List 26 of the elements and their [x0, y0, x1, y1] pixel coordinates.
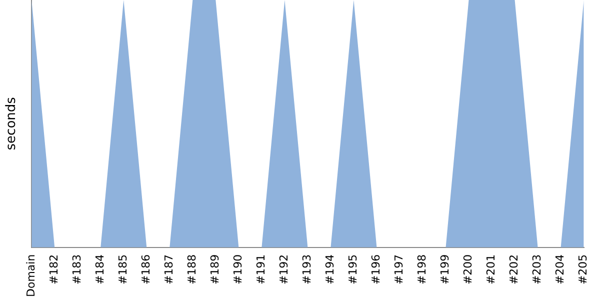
- x-tick-label: #195: [346, 254, 360, 285]
- x-tick-label: #200: [462, 254, 475, 285]
- y-axis-title: seconds: [4, 96, 20, 150]
- x-tick-label: #202: [508, 254, 521, 285]
- x-tick-label: #190: [232, 254, 245, 285]
- x-tick-label: #198: [416, 254, 429, 285]
- x-tick-label: #196: [370, 254, 383, 285]
- x-tick-label: #204: [554, 254, 567, 285]
- x-tick-label: #182: [47, 254, 60, 285]
- x-tick-label: #201: [484, 254, 498, 285]
- x-tick-label: #185: [116, 254, 130, 285]
- x-tick-label: #194: [324, 254, 337, 285]
- x-tick-label: #203: [530, 254, 544, 285]
- x-tick-label: #199: [438, 254, 452, 285]
- x-tick-label: #183: [70, 254, 84, 285]
- x-tick-label: #184: [93, 254, 106, 285]
- x-tick-label: #205: [576, 254, 590, 285]
- x-tick-label: #193: [300, 254, 314, 285]
- x-tick-label: #187: [162, 254, 176, 285]
- x-tick-label: #192: [278, 254, 291, 285]
- x-tick-label: #188: [186, 254, 199, 285]
- x-tick-label: Domain: [24, 254, 38, 298]
- x-tick-label: #191: [254, 254, 268, 285]
- x-tick-label: #189: [208, 254, 222, 285]
- x-tick-label: #197: [392, 254, 406, 285]
- x-tick-label: #186: [140, 254, 152, 285]
